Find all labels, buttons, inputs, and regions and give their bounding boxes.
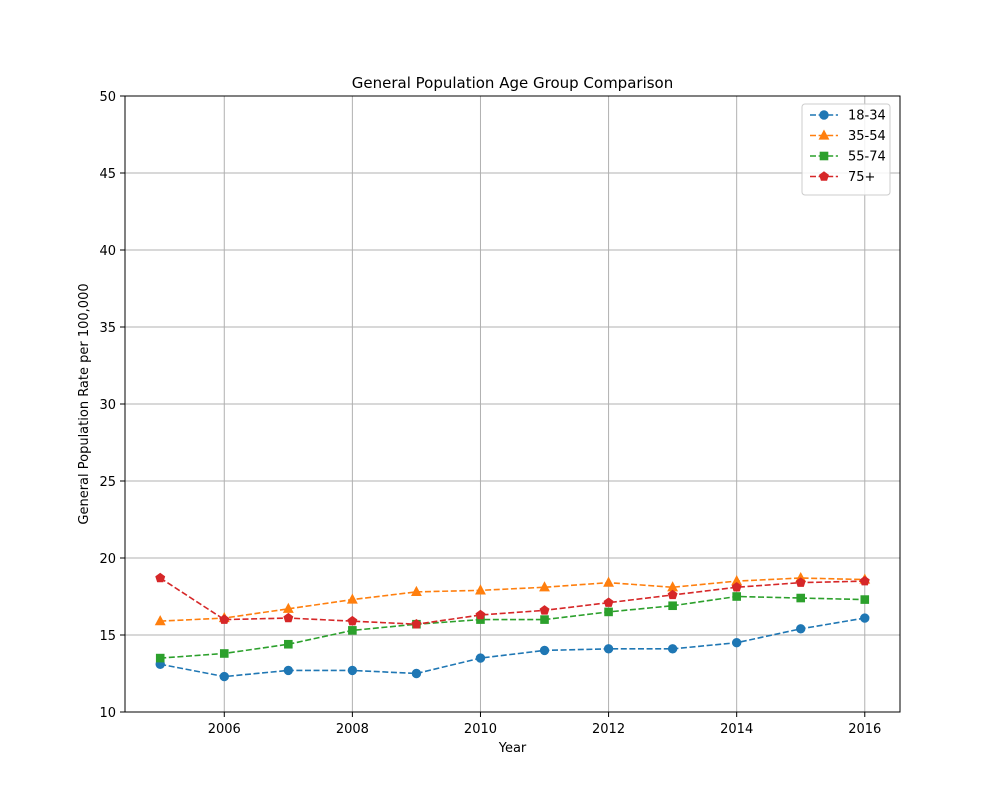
grid — [125, 95, 900, 713]
series-18-34 — [155, 613, 870, 682]
data-point — [283, 612, 294, 623]
y-tick-label: 25 — [99, 475, 116, 490]
legend-label: 18-34 — [848, 109, 886, 124]
legend-item: 18-34 — [810, 109, 886, 124]
series-line — [159, 577, 865, 626]
legend-item: 55-74 — [810, 150, 886, 165]
data-point — [155, 653, 165, 663]
data-point — [219, 671, 229, 682]
data-point — [796, 624, 806, 634]
data-point — [219, 649, 229, 658]
x-tick-label: 2012 — [592, 722, 625, 737]
data-point — [411, 619, 422, 629]
data-point — [859, 575, 870, 586]
data-point — [604, 607, 613, 617]
x-tick-label: 2014 — [720, 722, 753, 737]
y-tick: 15 — [99, 629, 125, 644]
y-tick-label: 45 — [99, 167, 116, 182]
data-point — [731, 638, 742, 648]
legend-marker — [819, 151, 829, 161]
data-point — [860, 595, 870, 604]
data-point — [603, 576, 615, 587]
y-tick: 50 — [99, 90, 125, 105]
legend-label: 35-54 — [848, 129, 886, 144]
series-line — [160, 595, 865, 659]
data-point — [540, 615, 549, 624]
data-point — [475, 653, 486, 663]
y-tick: 25 — [99, 475, 125, 490]
legend-item: 35-54 — [810, 129, 886, 144]
legend: 18-34 35-54 55-74 75+ — [801, 103, 891, 196]
x-axis-label: Year — [498, 741, 527, 756]
data-point — [411, 668, 422, 679]
legend-item: 75+ — [810, 170, 875, 185]
legend-marker — [819, 110, 829, 120]
x-tick-label: 2010 — [464, 722, 497, 737]
data-point — [155, 572, 166, 583]
data-point — [667, 644, 678, 654]
x-tick: 2016 — [848, 712, 881, 737]
legend-marker — [819, 171, 829, 181]
data-point — [347, 615, 358, 626]
data-point — [410, 585, 422, 596]
y-tick: 30 — [99, 398, 125, 413]
x-axis: 2006 2008 2010 2012 2014 2016 — [208, 712, 881, 737]
data-point — [860, 613, 870, 623]
x-tick-label: 2008 — [336, 722, 369, 737]
x-tick-label: 2016 — [848, 722, 881, 737]
data-point — [348, 626, 357, 635]
series-layer — [154, 571, 871, 682]
series-35-54 — [154, 571, 871, 626]
data-point — [346, 593, 358, 604]
y-tick-label: 30 — [99, 398, 116, 413]
x-tick: 2014 — [720, 712, 753, 737]
legend-label: 75+ — [848, 170, 875, 185]
y-tick-label: 40 — [99, 244, 116, 259]
data-point — [282, 602, 294, 613]
chart-title: General Population Age Group Comparison — [352, 74, 673, 92]
x-tick-label: 2006 — [208, 722, 241, 737]
y-tick-label: 10 — [99, 706, 116, 721]
data-point — [219, 614, 230, 624]
y-tick-label: 15 — [99, 629, 116, 644]
data-point — [539, 645, 550, 656]
data-point — [539, 605, 550, 615]
data-point — [668, 601, 677, 611]
data-point — [154, 615, 166, 626]
y-tick: 35 — [99, 321, 125, 336]
data-point — [796, 593, 806, 603]
legend-marker — [818, 129, 830, 140]
y-axis: 10 15 20 25 30 35 40 45 50 — [99, 90, 125, 721]
y-tick-label: 20 — [99, 552, 116, 567]
data-point — [667, 589, 678, 600]
y-tick-label: 35 — [99, 321, 116, 336]
data-point — [731, 582, 742, 592]
data-point — [539, 581, 550, 592]
series-line — [160, 617, 865, 678]
y-tick: 45 — [99, 167, 125, 182]
data-point — [283, 665, 294, 676]
data-point — [795, 577, 806, 587]
data-point — [475, 584, 486, 595]
x-tick: 2010 — [464, 712, 497, 737]
x-tick: 2012 — [592, 712, 625, 737]
y-tick: 40 — [99, 244, 125, 259]
series-55-74 — [155, 592, 870, 663]
x-tick: 2006 — [208, 712, 241, 737]
data-point — [603, 597, 614, 607]
legend-label: 55-74 — [848, 150, 886, 165]
y-tick: 10 — [99, 706, 125, 721]
data-point — [347, 665, 358, 676]
y-axis-label: General Population Rate per 100,000 — [77, 283, 92, 524]
y-tick: 20 — [99, 552, 125, 567]
data-point — [284, 639, 293, 649]
data-point — [732, 592, 741, 601]
series-75+ — [155, 572, 870, 629]
y-tick-label: 50 — [99, 90, 116, 105]
data-point — [475, 609, 486, 620]
data-point — [603, 644, 614, 654]
series-line — [160, 577, 865, 622]
x-tick: 2008 — [336, 712, 369, 737]
